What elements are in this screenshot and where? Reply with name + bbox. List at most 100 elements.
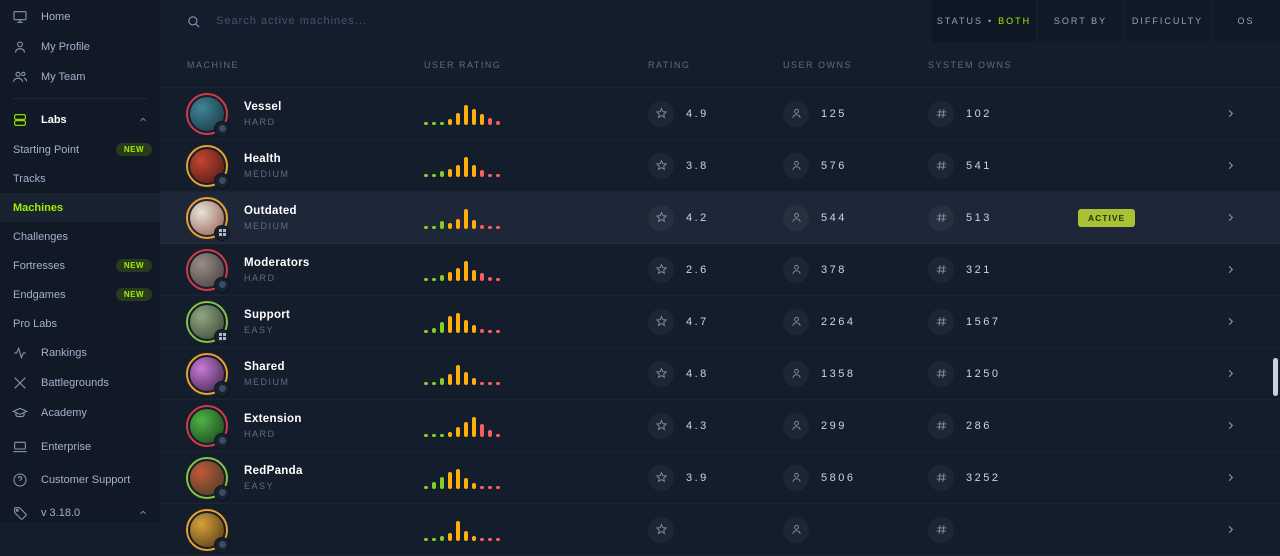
chevron-right-icon[interactable] bbox=[1225, 420, 1236, 431]
table-row[interactable]: Moderators HARD 2.6 378 321 bbox=[160, 244, 1280, 296]
sidebar-item-my-profile[interactable]: My Profile bbox=[0, 32, 160, 62]
sidebar-item-labs[interactable]: Labs bbox=[0, 105, 160, 135]
status-filter-button[interactable]: STATUS • BOTH bbox=[932, 0, 1036, 42]
sidebar-version[interactable]: v 3.18.0 bbox=[0, 498, 160, 528]
table-row[interactable]: Vessel HARD 4.9 125 102 bbox=[160, 88, 1280, 140]
histogram-bar bbox=[448, 315, 452, 333]
person-icon bbox=[783, 308, 809, 335]
person-icon bbox=[783, 516, 809, 543]
version-label: v 3.18.0 bbox=[41, 507, 81, 519]
table-row[interactable]: Extension HARD 4.3 299 286 bbox=[160, 400, 1280, 452]
sidebar-item-label: Rankings bbox=[41, 347, 87, 359]
star-icon bbox=[648, 412, 674, 439]
bullet-separator: • bbox=[988, 16, 994, 26]
tag-icon bbox=[12, 505, 28, 521]
user-rating-histogram bbox=[424, 467, 648, 489]
chevron-right-icon[interactable] bbox=[1225, 264, 1236, 275]
user-owns-cell: 5806 bbox=[783, 464, 928, 491]
difficulty-filter-button[interactable]: DIFFICULTY bbox=[1125, 0, 1210, 42]
histogram-bar bbox=[464, 477, 468, 489]
star-icon bbox=[648, 100, 674, 127]
sidebar-item-machines[interactable]: Machines bbox=[0, 193, 160, 222]
sidebar-item-tracks[interactable]: Tracks bbox=[13, 172, 46, 185]
os-badge bbox=[214, 224, 230, 241]
histogram-bar bbox=[440, 121, 444, 125]
star-icon bbox=[648, 152, 674, 179]
histogram-bar bbox=[488, 117, 492, 125]
chevron-right-icon[interactable] bbox=[1225, 472, 1236, 483]
machine-avatar bbox=[186, 144, 230, 189]
sidebar-item-battlegrounds[interactable]: Battlegrounds bbox=[0, 368, 160, 398]
histogram-bar bbox=[456, 468, 460, 489]
chevron-right-icon[interactable] bbox=[1225, 212, 1236, 223]
histogram-bar bbox=[496, 381, 500, 385]
machine-avatar bbox=[186, 404, 230, 449]
histogram-bar bbox=[464, 421, 468, 437]
histogram-bar bbox=[432, 173, 436, 177]
user-rating-histogram bbox=[424, 103, 648, 125]
sidebar-item-academy[interactable]: Academy bbox=[0, 398, 160, 428]
sidebar-item-pro-labs[interactable]: Pro Labs bbox=[13, 317, 58, 330]
machine-difficulty: MEDIUM bbox=[244, 168, 290, 179]
histogram-bar bbox=[472, 535, 476, 541]
sidebar-item-enterprise[interactable]: Enterprise bbox=[0, 432, 160, 462]
histogram-bar bbox=[424, 485, 428, 489]
user-icon bbox=[12, 39, 28, 55]
os-filter-button[interactable]: OS bbox=[1212, 0, 1280, 42]
histogram-bar bbox=[496, 173, 500, 177]
table-row[interactable]: Shared MEDIUM 4.8 1358 1250 bbox=[160, 348, 1280, 400]
table-row[interactable]: RedPanda EASY 3.9 5806 3252 bbox=[160, 452, 1280, 504]
sidebar-divider bbox=[12, 98, 148, 99]
chevron-right-icon[interactable] bbox=[1225, 160, 1236, 171]
chevron-right-icon[interactable] bbox=[1225, 108, 1236, 119]
sidebar-item-customer-support[interactable]: Customer Support bbox=[0, 465, 160, 495]
histogram-bar bbox=[488, 225, 492, 229]
chevron-right-icon[interactable] bbox=[1225, 368, 1236, 379]
user-owns-value: 125 bbox=[821, 107, 847, 120]
sort-by-button[interactable]: SORT BY bbox=[1038, 0, 1123, 42]
table-row[interactable]: Outdated MEDIUM 4.2 544 513 ACTIVE bbox=[160, 192, 1280, 244]
chevron-right-icon[interactable] bbox=[1225, 316, 1236, 327]
vertical-scrollbar-thumb[interactable] bbox=[1273, 358, 1278, 396]
column-header-machine: MACHINE bbox=[187, 59, 240, 70]
system-owns-value: 541 bbox=[966, 159, 992, 172]
search-input[interactable] bbox=[214, 14, 634, 28]
layers-icon bbox=[12, 112, 28, 128]
sidebar-item-home[interactable]: Home bbox=[0, 2, 160, 32]
histogram-bar bbox=[432, 277, 436, 281]
system-owns-cell: 102 bbox=[928, 100, 1078, 127]
histogram-bar bbox=[456, 520, 460, 541]
sidebar-item-rankings[interactable]: Rankings bbox=[0, 338, 160, 368]
histogram-bar bbox=[480, 272, 484, 281]
hash-icon bbox=[928, 152, 954, 179]
histogram-bar bbox=[496, 537, 500, 541]
table-row[interactable]: Health MEDIUM 3.8 576 541 bbox=[160, 140, 1280, 192]
hash-icon bbox=[928, 256, 954, 283]
table-row[interactable]: Support EASY 4.7 2264 1567 bbox=[160, 296, 1280, 348]
histogram-bar bbox=[432, 481, 436, 489]
sidebar-item-my-team[interactable]: My Team bbox=[0, 62, 160, 92]
rating-value: 4.3 bbox=[686, 419, 709, 432]
sidebar-item-label: Labs bbox=[41, 114, 67, 126]
sidebar-item-fortresses[interactable]: Fortresses NEW bbox=[0, 251, 160, 280]
windows-os-icon bbox=[218, 333, 226, 340]
user-owns-cell: 299 bbox=[783, 412, 928, 439]
rating-cell: 3.9 bbox=[648, 464, 783, 491]
histogram-bar bbox=[448, 532, 452, 541]
machine-cell: Health MEDIUM bbox=[186, 144, 424, 189]
person-icon bbox=[783, 152, 809, 179]
machine-cell: Outdated MEDIUM bbox=[186, 196, 424, 241]
generic-os-icon bbox=[218, 489, 226, 496]
sidebar-item-challenges[interactable]: Challenges bbox=[13, 230, 69, 243]
chevron-right-icon[interactable] bbox=[1225, 524, 1236, 535]
sidebar-item-endgames[interactable]: Endgames NEW bbox=[0, 280, 160, 309]
help-circle-icon bbox=[12, 472, 28, 488]
rating-cell bbox=[648, 516, 783, 543]
system-owns-cell: 286 bbox=[928, 412, 1078, 439]
histogram-bar bbox=[488, 276, 492, 281]
sidebar-item-starting-point[interactable]: Starting Point NEW bbox=[0, 135, 160, 164]
machine-difficulty: EASY bbox=[244, 480, 275, 491]
histogram-bar bbox=[440, 220, 444, 229]
table-row[interactable] bbox=[160, 504, 1280, 556]
system-owns-cell: 1250 bbox=[928, 360, 1078, 387]
